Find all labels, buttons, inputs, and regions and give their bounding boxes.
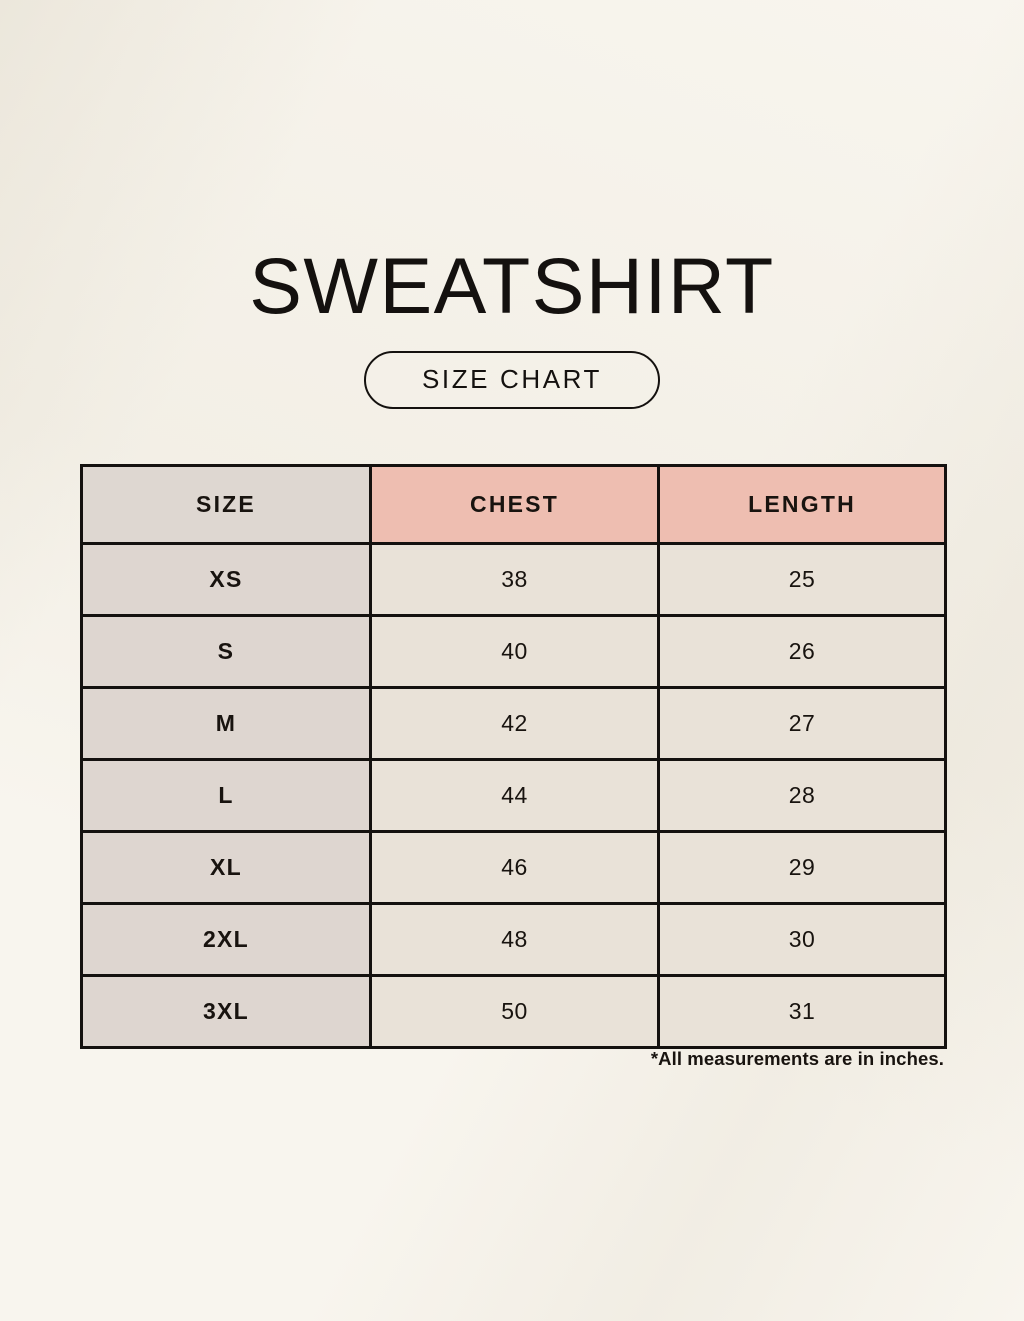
cell-chest: 38	[369, 542, 660, 617]
cell-length: 25	[657, 542, 947, 617]
size-table-container: SIZE CHEST LENGTH XS 38 25 S 40 26 M	[80, 464, 947, 1049]
cell-size: M	[80, 686, 372, 761]
cell-size: S	[80, 614, 372, 689]
cell-length: 28	[657, 758, 947, 833]
cell-size: L	[80, 758, 372, 833]
cell-chest: 48	[369, 902, 660, 977]
cell-chest: 42	[369, 686, 660, 761]
table-body: XS 38 25 S 40 26 M 42 27 L 44 28	[80, 542, 947, 1049]
table-header-row: SIZE CHEST LENGTH	[80, 464, 947, 545]
cell-length: 27	[657, 686, 947, 761]
column-header-chest: CHEST	[369, 464, 660, 545]
cell-length: 29	[657, 830, 947, 905]
cell-size: XL	[80, 830, 372, 905]
cell-chest: 46	[369, 830, 660, 905]
cell-size: 2XL	[80, 902, 372, 977]
cell-chest: 40	[369, 614, 660, 689]
cell-length: 26	[657, 614, 947, 689]
table-row: S 40 26	[80, 614, 947, 689]
column-header-length: LENGTH	[657, 464, 947, 545]
cell-size: 3XL	[80, 974, 372, 1049]
cell-chest: 44	[369, 758, 660, 833]
table-row: 3XL 50 31	[80, 974, 947, 1049]
table-row: L 44 28	[80, 758, 947, 833]
page-title: SWEATSHIRT	[249, 241, 775, 330]
size-chart-badge: SIZE CHART	[363, 351, 661, 409]
cell-size: XS	[80, 542, 372, 617]
table-row: XL 46 29	[80, 830, 947, 905]
size-chart-table: SIZE CHEST LENGTH XS 38 25 S 40 26 M	[80, 464, 947, 1049]
header-block: SWEATSHIRT SIZE CHART	[0, 246, 1024, 409]
measurement-unit-note: *All measurements are in inches.	[650, 1048, 944, 1069]
column-header-size: SIZE	[80, 464, 372, 545]
table-header: SIZE CHEST LENGTH	[80, 464, 947, 545]
cell-length: 30	[657, 902, 947, 977]
cell-chest: 50	[369, 974, 660, 1049]
table-row: XS 38 25	[80, 542, 947, 617]
table-row: 2XL 48 30	[80, 902, 947, 977]
table-row: M 42 27	[80, 686, 947, 761]
subtitle-pill-wrapper: SIZE CHART	[0, 351, 1024, 409]
cell-length: 31	[657, 974, 947, 1049]
